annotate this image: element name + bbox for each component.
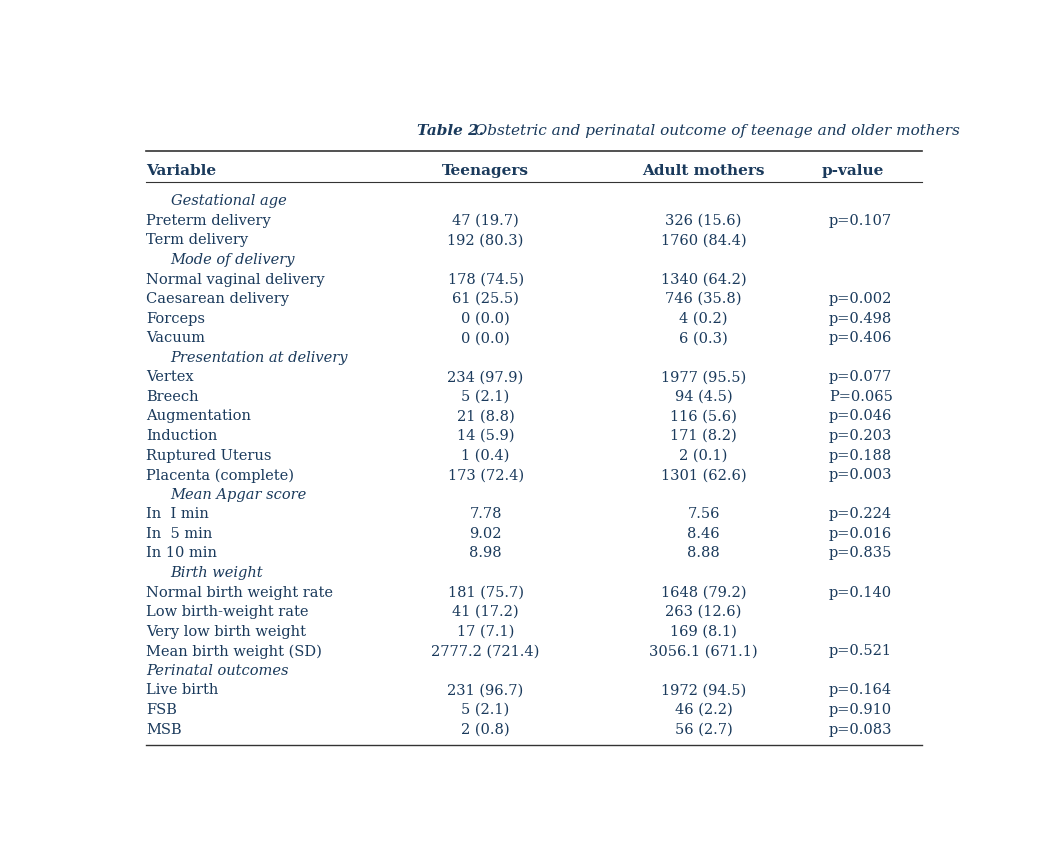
Text: Placenta (complete): Placenta (complete) (146, 468, 295, 483)
Text: Breech: Breech (146, 390, 199, 404)
Text: p=0.016: p=0.016 (828, 527, 892, 541)
Text: Augmentation: Augmentation (146, 409, 251, 424)
Text: Variable: Variable (146, 163, 217, 178)
Text: p=0.498: p=0.498 (828, 312, 892, 325)
Text: In  5 min: In 5 min (146, 527, 213, 541)
Text: Preterm delivery: Preterm delivery (146, 213, 271, 228)
Text: Table 2.: Table 2. (417, 125, 483, 138)
Text: 181 (75.7): 181 (75.7) (448, 585, 523, 600)
Text: Teenagers: Teenagers (442, 163, 529, 178)
Text: 9.02: 9.02 (469, 527, 502, 541)
Text: Live birth: Live birth (146, 684, 219, 697)
Text: Low birth-weight rate: Low birth-weight rate (146, 605, 308, 619)
Text: Adult mothers: Adult mothers (642, 163, 765, 178)
Text: 263 (12.6): 263 (12.6) (666, 605, 742, 619)
Text: 1648 (79.2): 1648 (79.2) (661, 585, 746, 600)
Text: p=0.107: p=0.107 (828, 213, 892, 228)
Text: Obstetric and perinatal outcome of teenage and older mothers: Obstetric and perinatal outcome of teena… (466, 125, 961, 138)
Text: 1 (0.4): 1 (0.4) (462, 449, 510, 462)
Text: 5 (2.1): 5 (2.1) (462, 703, 510, 717)
Text: 1760 (84.4): 1760 (84.4) (661, 234, 746, 247)
Text: 173 (72.4): 173 (72.4) (447, 468, 524, 482)
Text: 7.78: 7.78 (469, 507, 502, 521)
Text: p=0.002: p=0.002 (828, 292, 892, 306)
Text: Vacuum: Vacuum (146, 331, 205, 346)
Text: 1301 (62.6): 1301 (62.6) (661, 468, 746, 482)
Text: 6 (0.3): 6 (0.3) (679, 331, 728, 346)
Text: 7.56: 7.56 (688, 507, 720, 521)
Text: Caesarean delivery: Caesarean delivery (146, 292, 290, 306)
Text: p=0.188: p=0.188 (828, 449, 892, 462)
Text: 0 (0.0): 0 (0.0) (462, 331, 510, 346)
Text: FSB: FSB (146, 703, 177, 717)
Text: p=0.224: p=0.224 (828, 507, 892, 521)
Text: In 10 min: In 10 min (146, 546, 218, 561)
Text: Forceps: Forceps (146, 312, 205, 325)
Text: 1977 (95.5): 1977 (95.5) (661, 370, 746, 385)
Text: 1972 (94.5): 1972 (94.5) (661, 684, 746, 697)
Text: 8.88: 8.88 (688, 546, 720, 561)
Text: p=0.046: p=0.046 (828, 409, 892, 424)
Text: 61 (25.5): 61 (25.5) (452, 292, 519, 306)
Text: 326 (15.6): 326 (15.6) (666, 213, 742, 228)
Text: 0 (0.0): 0 (0.0) (462, 312, 510, 325)
Text: 56 (2.7): 56 (2.7) (675, 722, 733, 737)
Text: 746 (35.8): 746 (35.8) (666, 292, 742, 306)
Text: 94 (4.5): 94 (4.5) (675, 390, 733, 404)
Text: 17 (7.1): 17 (7.1) (456, 625, 515, 639)
Text: Mean birth weight (SD): Mean birth weight (SD) (146, 645, 322, 659)
Text: Perinatal outcomes: Perinatal outcomes (146, 664, 289, 678)
Text: 4 (0.2): 4 (0.2) (679, 312, 728, 325)
Text: 169 (8.1): 169 (8.1) (670, 625, 737, 639)
Text: Normal vaginal delivery: Normal vaginal delivery (146, 273, 325, 286)
Text: In  I min: In I min (146, 507, 209, 521)
Text: P=0.065: P=0.065 (828, 390, 893, 404)
Text: Ruptured Uterus: Ruptured Uterus (146, 449, 272, 462)
Text: p=0.140: p=0.140 (828, 585, 892, 600)
Text: Gestational age: Gestational age (171, 194, 287, 208)
Text: 231 (96.7): 231 (96.7) (447, 684, 524, 697)
Text: 8.46: 8.46 (688, 527, 720, 541)
Text: 234 (97.9): 234 (97.9) (447, 370, 524, 385)
Text: 8.98: 8.98 (469, 546, 502, 561)
Text: p=0.203: p=0.203 (828, 429, 892, 443)
Text: Term delivery: Term delivery (146, 234, 249, 247)
Text: 2777.2 (721.4): 2777.2 (721.4) (431, 645, 540, 658)
Text: 2 (0.1): 2 (0.1) (679, 449, 727, 462)
Text: Very low birth weight: Very low birth weight (146, 625, 306, 639)
Text: Normal birth weight rate: Normal birth weight rate (146, 585, 333, 600)
Text: 46 (2.2): 46 (2.2) (675, 703, 733, 717)
Text: 14 (5.9): 14 (5.9) (456, 429, 515, 443)
Text: 41 (17.2): 41 (17.2) (452, 605, 519, 619)
Text: 2 (0.8): 2 (0.8) (462, 722, 510, 737)
Text: p=0.003: p=0.003 (828, 468, 892, 482)
Text: p-value: p-value (822, 163, 885, 178)
Text: p=0.910: p=0.910 (828, 703, 892, 717)
Text: p=0.521: p=0.521 (828, 645, 892, 658)
Text: 171 (8.2): 171 (8.2) (670, 429, 737, 443)
Text: Birth weight: Birth weight (171, 566, 264, 580)
Text: 178 (74.5): 178 (74.5) (447, 273, 524, 286)
Text: 21 (8.8): 21 (8.8) (456, 409, 515, 424)
Text: p=0.835: p=0.835 (828, 546, 892, 561)
Text: Vertex: Vertex (146, 370, 194, 385)
Text: 5 (2.1): 5 (2.1) (462, 390, 510, 404)
Text: p=0.077: p=0.077 (828, 370, 892, 385)
Text: Mode of delivery: Mode of delivery (171, 253, 295, 267)
Text: 47 (19.7): 47 (19.7) (452, 213, 519, 228)
Text: p=0.164: p=0.164 (828, 684, 892, 697)
Text: 192 (80.3): 192 (80.3) (447, 234, 524, 247)
Text: Mean Apgar score: Mean Apgar score (171, 488, 307, 501)
Text: MSB: MSB (146, 722, 182, 737)
Text: p=0.406: p=0.406 (828, 331, 892, 346)
Text: p=0.083: p=0.083 (828, 722, 892, 737)
Text: 3056.1 (671.1): 3056.1 (671.1) (649, 645, 758, 658)
Text: Induction: Induction (146, 429, 218, 443)
Text: 1340 (64.2): 1340 (64.2) (661, 273, 746, 286)
Text: Presentation at delivery: Presentation at delivery (171, 351, 348, 365)
Text: 116 (5.6): 116 (5.6) (670, 409, 737, 424)
